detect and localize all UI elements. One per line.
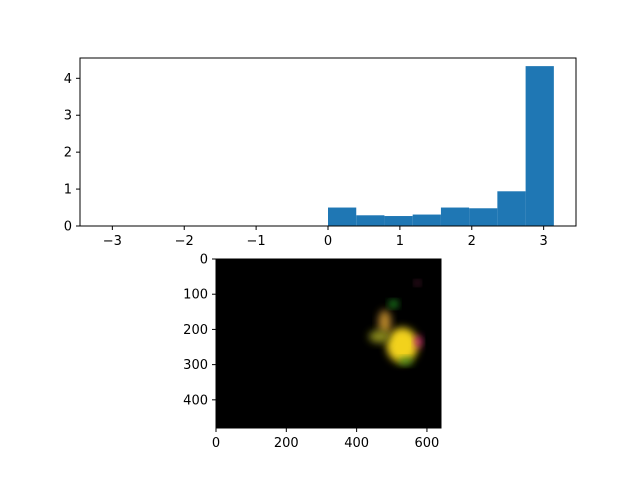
- histogram-bars: [328, 66, 554, 226]
- x-tick-label: 600: [415, 436, 440, 451]
- x-tick-label: −2: [175, 234, 194, 249]
- histogram-bar: [525, 66, 554, 226]
- histogram-x-ticks: −3 −2 −1 0 1 2 3: [103, 226, 548, 249]
- histogram-bar: [356, 215, 385, 226]
- histogram-bar: [469, 208, 498, 226]
- x-tick-label: −3: [103, 234, 122, 249]
- x-tick-label: 200: [274, 436, 299, 451]
- y-tick-label: 200: [183, 323, 208, 338]
- y-tick-label: 1: [64, 183, 72, 198]
- magenta-dot: [414, 280, 420, 286]
- histogram-bar: [440, 207, 470, 226]
- orange-streak: [378, 310, 392, 335]
- histogram-bar: [328, 207, 357, 226]
- histogram-axes: −3 −2 −1 0 1 2 3 0 1 2 3 4: [64, 57, 577, 249]
- histogram-bar: [384, 216, 413, 226]
- y-tick-label: 100: [183, 288, 208, 303]
- y-tick-label: 400: [183, 393, 208, 408]
- green-patch: [389, 300, 398, 308]
- image-frame: [215, 258, 442, 429]
- image-y-ticks: 0 100 200 300 400: [183, 253, 216, 408]
- olive-arm: [368, 330, 391, 343]
- magenta-patch: [414, 336, 422, 348]
- histogram-bar: [412, 214, 441, 226]
- bright-yellow-core: [386, 327, 419, 363]
- green-tail: [398, 357, 413, 365]
- x-tick-label: 3: [540, 234, 548, 249]
- histogram-y-ticks: 0 1 2 3 4: [64, 72, 80, 235]
- image-features: [368, 280, 422, 365]
- x-tick-label: 0: [324, 234, 332, 249]
- histogram-bar: [497, 191, 526, 226]
- x-tick-label: 2: [468, 234, 476, 249]
- y-tick-label: 300: [183, 358, 208, 373]
- y-tick-label: 0: [200, 253, 208, 268]
- image-x-ticks: 0 200 400 600: [212, 428, 439, 451]
- y-tick-label: 4: [64, 72, 72, 87]
- y-tick-label: 2: [64, 146, 72, 161]
- y-tick-label: 3: [64, 109, 72, 124]
- x-tick-label: 1: [396, 234, 404, 249]
- x-tick-label: 400: [344, 436, 369, 451]
- y-tick-label: 0: [64, 220, 72, 235]
- x-tick-label: −1: [247, 234, 266, 249]
- image-axes: 0 200 400 600 0 100 200 300 400: [183, 253, 442, 451]
- x-tick-label: 0: [212, 436, 220, 451]
